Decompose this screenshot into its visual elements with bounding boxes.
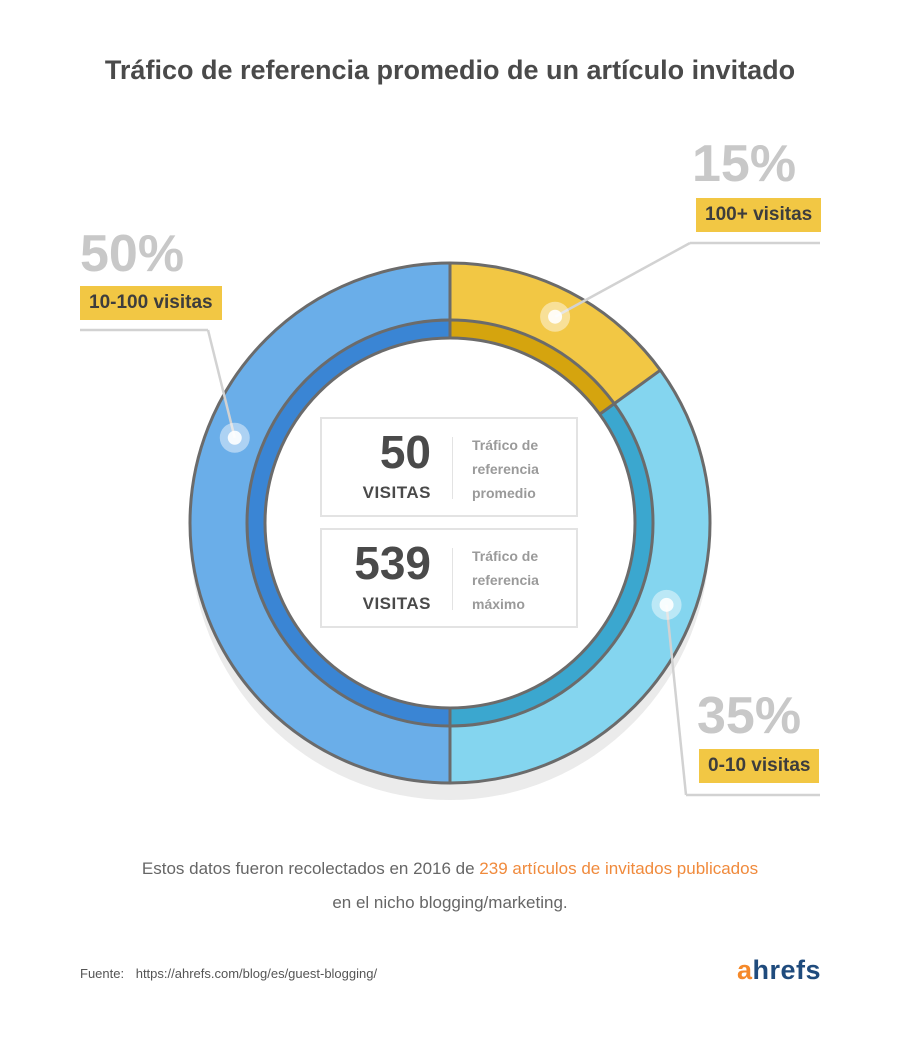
slice-100-visitas xyxy=(450,263,661,404)
stat-number-average: 50 xyxy=(379,426,431,478)
ahrefs-logo: ahrefs xyxy=(737,955,821,986)
chart-title: Tráfico de referencia promedio de un art… xyxy=(104,55,796,85)
slice-legend-100plus: 100+ visitas xyxy=(696,198,822,232)
stat-divider xyxy=(452,548,453,610)
stat-box-maximum: 539 VISITAS Tráfico de referencia máximo xyxy=(320,528,578,628)
slice-legend-0-10: 0-10 visitas xyxy=(699,749,820,783)
stat-desc-line: referencia xyxy=(472,461,539,477)
stat-desc-line: promedio xyxy=(472,485,536,501)
source-label: Fuente: xyxy=(80,966,125,981)
slice-pct-label-10-100: 50% xyxy=(80,225,185,283)
stat-unit-maximum: VISITAS xyxy=(362,594,431,613)
slice-pct-label-0-10: 35% xyxy=(697,687,802,745)
callout-dot xyxy=(659,597,674,612)
stat-desc-line: Tráfico de xyxy=(472,437,539,453)
callout-dot xyxy=(227,430,242,445)
slice-10-100-visitas xyxy=(190,263,450,783)
logo-text: hrefs xyxy=(752,955,822,985)
slice-0-10-visitas xyxy=(450,370,710,783)
footnote-line-1: Estos datos fueron recolectados en 2016 … xyxy=(0,852,900,886)
slice-pct-label-100plus: 15% xyxy=(692,135,797,193)
stat-unit-average: VISITAS xyxy=(362,483,431,502)
callout-dot xyxy=(548,309,563,324)
connector-line xyxy=(665,604,688,796)
stat-desc-line: máximo xyxy=(472,596,525,612)
logo-letter-a: a xyxy=(737,955,753,985)
stat-divider xyxy=(452,437,453,499)
stat-number-maximum: 539 xyxy=(354,537,431,589)
footnote-highlight-link[interactable]: 239 artículos de invitados publicados xyxy=(479,859,759,878)
connector-line xyxy=(206,329,236,439)
stat-desc-line: Tráfico de xyxy=(472,548,539,564)
footnote-text: Estos datos fueron recolectados en 2016 … xyxy=(141,859,480,878)
slice-separator xyxy=(598,368,662,416)
footnote-line-2: en el nicho blogging/marketing. xyxy=(332,893,568,912)
donut-center xyxy=(265,338,635,708)
stat-box-average: 50 VISITAS Tráfico de referencia promedi… xyxy=(320,417,578,517)
slice-inner-0-10-visitas xyxy=(450,403,653,726)
connector-line xyxy=(554,241,691,318)
stat-desc-line: referencia xyxy=(472,572,539,588)
stat-desc-average: Tráfico de referencia promedio xyxy=(472,433,572,505)
source-credit: Fuente: https://ahrefs.com/blog/es/guest… xyxy=(80,966,377,981)
slice-legend-10-100: 10-100 visitas xyxy=(80,286,222,320)
source-url-link[interactable]: https://ahrefs.com/blog/es/guest-bloggin… xyxy=(135,966,378,981)
stat-desc-maximum: Tráfico de referencia máximo xyxy=(472,544,572,616)
footnote: Estos datos fueron recolectados en 2016 … xyxy=(0,852,900,920)
